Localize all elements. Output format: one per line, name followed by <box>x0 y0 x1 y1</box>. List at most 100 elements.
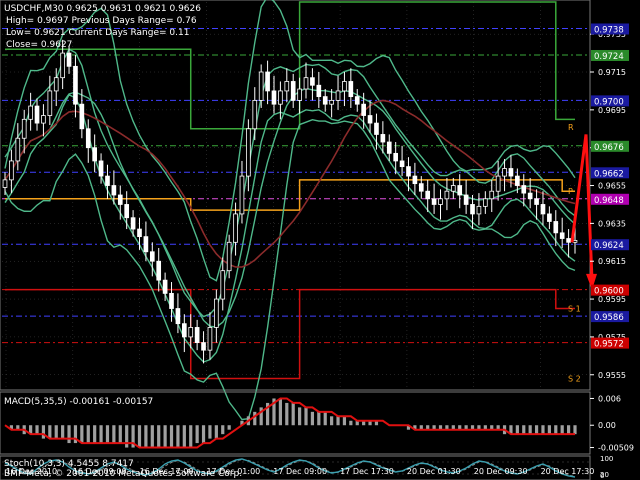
candle-body <box>124 204 130 219</box>
candle-body <box>271 90 277 105</box>
macd-bar <box>93 425 97 444</box>
candle-body <box>380 134 386 143</box>
candle <box>79 89 85 139</box>
macd-bar <box>272 398 276 426</box>
candle-body <box>412 175 418 185</box>
macd-bar <box>208 425 212 439</box>
macd-bar <box>470 425 475 430</box>
candle <box>534 189 539 220</box>
macd-bar <box>157 425 161 448</box>
candle <box>297 77 302 114</box>
candle <box>47 75 53 125</box>
candle-body <box>181 323 187 338</box>
candle <box>470 195 475 230</box>
macd-bar <box>195 425 199 444</box>
price-tag-bg <box>591 23 629 35</box>
candle <box>201 331 206 364</box>
macd-bar <box>336 416 340 426</box>
macd-bar <box>169 425 174 448</box>
candle <box>444 177 450 211</box>
candle <box>278 81 283 120</box>
time-axis: 16 Dec 2010 16 Dec 09:00 16 Dec 17:00 17 De… <box>6 467 594 476</box>
candle-body <box>553 221 559 234</box>
stoch-panel[interactable]: Stoch(10,3,3) 4.5455 8.7417 BMF-Meta, © … <box>0 455 591 480</box>
candle-body <box>201 342 206 351</box>
candle <box>143 221 149 262</box>
candle <box>246 119 251 192</box>
chart-symbol: USDCHF,M30 0.9625 0.9631 0.9621 0.9626 <box>4 4 201 14</box>
candle-body <box>566 238 571 243</box>
candle-body <box>278 90 283 105</box>
price-tag-label: 0.9624 <box>594 241 624 251</box>
macd-bar <box>566 425 571 435</box>
candle <box>2 172 8 195</box>
candle-body <box>534 198 539 205</box>
macd-bar <box>355 420 359 426</box>
copyright-text: BMF-Meta, © 2001-2010 MetaQuotes Softwar… <box>4 469 242 479</box>
candle <box>521 174 527 207</box>
y-tick-label: 0.9715 <box>598 68 626 77</box>
macd-bar <box>515 425 519 435</box>
candle <box>399 145 405 177</box>
macd-bar <box>406 425 411 430</box>
candle-body <box>188 327 194 338</box>
level-label: R <box>568 123 574 132</box>
candle-body <box>9 160 14 181</box>
candle <box>553 210 559 247</box>
candle-body <box>489 190 495 200</box>
x-tick-label: 20 Dec 09:30 <box>474 467 528 476</box>
candle <box>66 45 72 74</box>
macd-panel[interactable]: MACD(5,35,5) -0.00161 -0.00157 <box>0 391 591 455</box>
candle <box>367 100 373 133</box>
candle <box>310 68 315 101</box>
candle <box>361 92 366 129</box>
candle <box>111 170 117 205</box>
candle-body <box>79 103 85 130</box>
candle <box>508 155 514 188</box>
candle-body <box>239 175 245 215</box>
candle-body <box>406 166 411 177</box>
candle <box>53 68 59 107</box>
candle-body <box>252 99 258 130</box>
candle-body <box>130 217 136 230</box>
pivot-step-line <box>5 179 575 211</box>
price-tag-bg <box>591 239 629 251</box>
price-tag-bg <box>591 95 629 107</box>
level-label: S 1 <box>568 305 581 314</box>
candle <box>85 119 91 163</box>
macd-title: MACD(5,35,5) -0.00161 -0.00157 <box>4 397 153 407</box>
macd-bar <box>163 425 167 448</box>
candle-body <box>483 198 488 207</box>
candle-body <box>457 185 463 196</box>
price-tag-bg <box>591 311 629 323</box>
candle <box>105 164 110 199</box>
macd-bar <box>105 425 110 444</box>
macd-bar <box>547 425 551 435</box>
macd-bar <box>483 425 487 430</box>
price-tag: 0.9600 <box>591 284 629 297</box>
macd-bar <box>137 425 142 448</box>
macd-bar <box>330 416 334 426</box>
macd-bar <box>35 425 39 435</box>
candle <box>124 191 130 230</box>
price-tag-bg <box>591 193 629 205</box>
candle-body <box>335 90 341 101</box>
price-tag-label: 0.9572 <box>594 340 624 350</box>
macd-bar <box>112 425 116 444</box>
candle-body <box>47 90 53 116</box>
candlesticks[interactable] <box>2 39 578 364</box>
macd-bar <box>528 425 532 435</box>
candle-body <box>66 52 72 67</box>
pivot-step-lines <box>5 1 575 380</box>
candle-body <box>105 175 110 186</box>
candle <box>162 272 168 301</box>
candle-body <box>559 232 565 239</box>
candle-body <box>156 260 162 281</box>
price-panel[interactable]: R P S 1 S 2 USDCHF,M30 0.9625 0.9631 0.9621… <box>0 0 597 421</box>
candle-body <box>162 279 168 294</box>
candle-body <box>28 105 33 120</box>
candle-body <box>521 185 527 194</box>
moving-average <box>4 99 576 268</box>
x-tick-label: 16 Dec 2010 <box>6 467 57 476</box>
candle-body <box>444 190 450 200</box>
